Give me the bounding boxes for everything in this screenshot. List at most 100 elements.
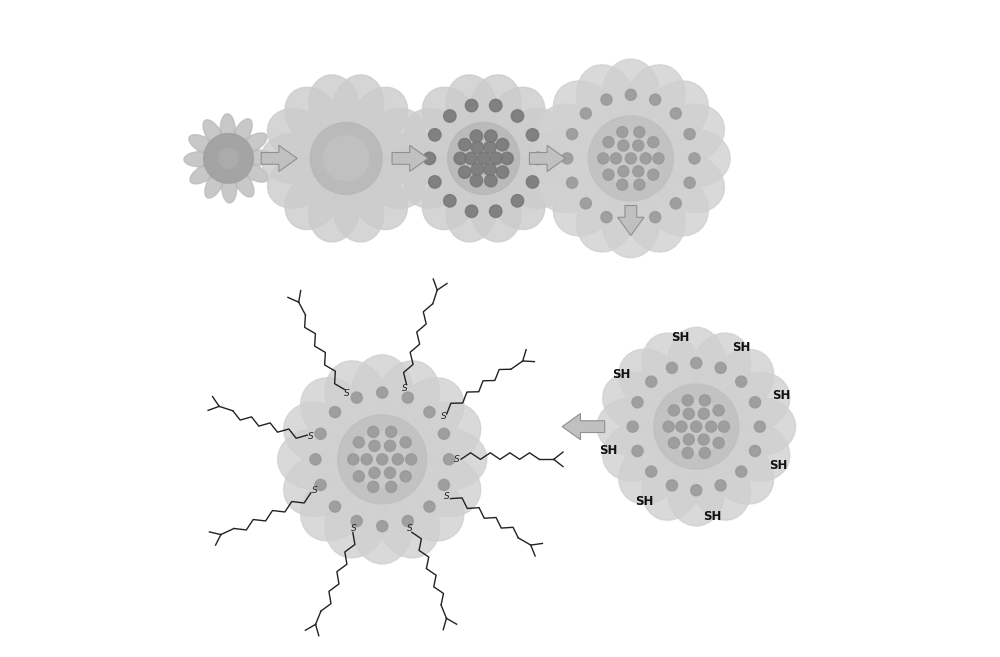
Ellipse shape [301, 378, 369, 447]
Circle shape [754, 421, 765, 432]
Ellipse shape [261, 133, 323, 183]
Circle shape [402, 392, 413, 403]
Circle shape [384, 467, 396, 478]
Ellipse shape [222, 169, 237, 203]
Circle shape [459, 139, 471, 151]
Text: S: S [312, 486, 317, 495]
Circle shape [444, 110, 456, 122]
Ellipse shape [507, 133, 569, 183]
Circle shape [465, 205, 478, 217]
Ellipse shape [325, 484, 388, 558]
Circle shape [386, 482, 397, 492]
Ellipse shape [643, 171, 708, 236]
Ellipse shape [190, 162, 220, 184]
Ellipse shape [325, 361, 388, 434]
Ellipse shape [376, 484, 440, 558]
FancyArrow shape [562, 413, 605, 440]
Circle shape [429, 175, 441, 188]
Ellipse shape [411, 429, 487, 490]
Circle shape [601, 212, 612, 223]
Ellipse shape [619, 439, 684, 504]
Circle shape [670, 198, 681, 209]
Ellipse shape [352, 355, 413, 430]
Circle shape [718, 421, 729, 432]
Ellipse shape [333, 181, 384, 242]
Ellipse shape [659, 129, 730, 187]
Circle shape [640, 153, 651, 164]
Circle shape [633, 166, 644, 177]
Ellipse shape [353, 172, 408, 229]
Ellipse shape [490, 87, 545, 145]
Circle shape [484, 163, 496, 175]
Ellipse shape [309, 181, 360, 242]
Ellipse shape [239, 150, 273, 166]
Ellipse shape [405, 156, 465, 208]
Circle shape [648, 169, 659, 180]
Circle shape [666, 480, 677, 491]
Ellipse shape [220, 114, 235, 148]
Ellipse shape [370, 133, 431, 183]
Circle shape [477, 152, 490, 165]
Circle shape [598, 153, 609, 164]
Ellipse shape [203, 120, 225, 150]
Circle shape [424, 501, 435, 512]
Ellipse shape [237, 133, 267, 155]
Circle shape [454, 152, 466, 165]
Circle shape [353, 471, 364, 482]
Ellipse shape [470, 181, 521, 242]
Ellipse shape [602, 59, 660, 131]
Circle shape [485, 130, 497, 143]
Ellipse shape [446, 75, 497, 136]
Circle shape [315, 480, 326, 491]
Circle shape [676, 421, 687, 432]
Ellipse shape [405, 108, 465, 161]
Ellipse shape [184, 152, 218, 167]
Circle shape [361, 454, 372, 465]
Text: S: S [402, 384, 408, 393]
Circle shape [406, 454, 417, 465]
Ellipse shape [576, 65, 637, 135]
Circle shape [511, 110, 524, 122]
Ellipse shape [537, 152, 607, 213]
Ellipse shape [720, 421, 790, 481]
Circle shape [601, 94, 612, 105]
Circle shape [684, 177, 695, 189]
Circle shape [689, 153, 700, 164]
Circle shape [489, 99, 502, 112]
Ellipse shape [625, 65, 685, 135]
Circle shape [699, 395, 710, 406]
Circle shape [617, 179, 628, 191]
Ellipse shape [470, 75, 521, 136]
Ellipse shape [503, 108, 562, 161]
Ellipse shape [602, 187, 660, 258]
Ellipse shape [655, 104, 724, 164]
Ellipse shape [407, 402, 481, 466]
Ellipse shape [532, 129, 603, 187]
Ellipse shape [553, 171, 618, 236]
Circle shape [668, 405, 679, 416]
Circle shape [470, 130, 483, 143]
Circle shape [351, 392, 362, 403]
Circle shape [444, 194, 456, 207]
Circle shape [392, 454, 403, 465]
Circle shape [368, 426, 379, 438]
Circle shape [625, 153, 636, 164]
Ellipse shape [232, 167, 254, 197]
Ellipse shape [365, 156, 425, 208]
Circle shape [691, 357, 702, 369]
Circle shape [400, 437, 411, 448]
Circle shape [653, 153, 664, 164]
Ellipse shape [603, 373, 672, 432]
Circle shape [736, 466, 747, 477]
Circle shape [532, 152, 544, 165]
Ellipse shape [720, 373, 790, 432]
Circle shape [683, 408, 694, 419]
Circle shape [329, 407, 341, 418]
Text: SH: SH [703, 510, 721, 523]
Circle shape [691, 485, 702, 496]
Circle shape [610, 153, 622, 164]
Circle shape [204, 133, 253, 183]
Circle shape [699, 447, 710, 459]
Ellipse shape [709, 439, 774, 504]
Circle shape [315, 428, 326, 440]
